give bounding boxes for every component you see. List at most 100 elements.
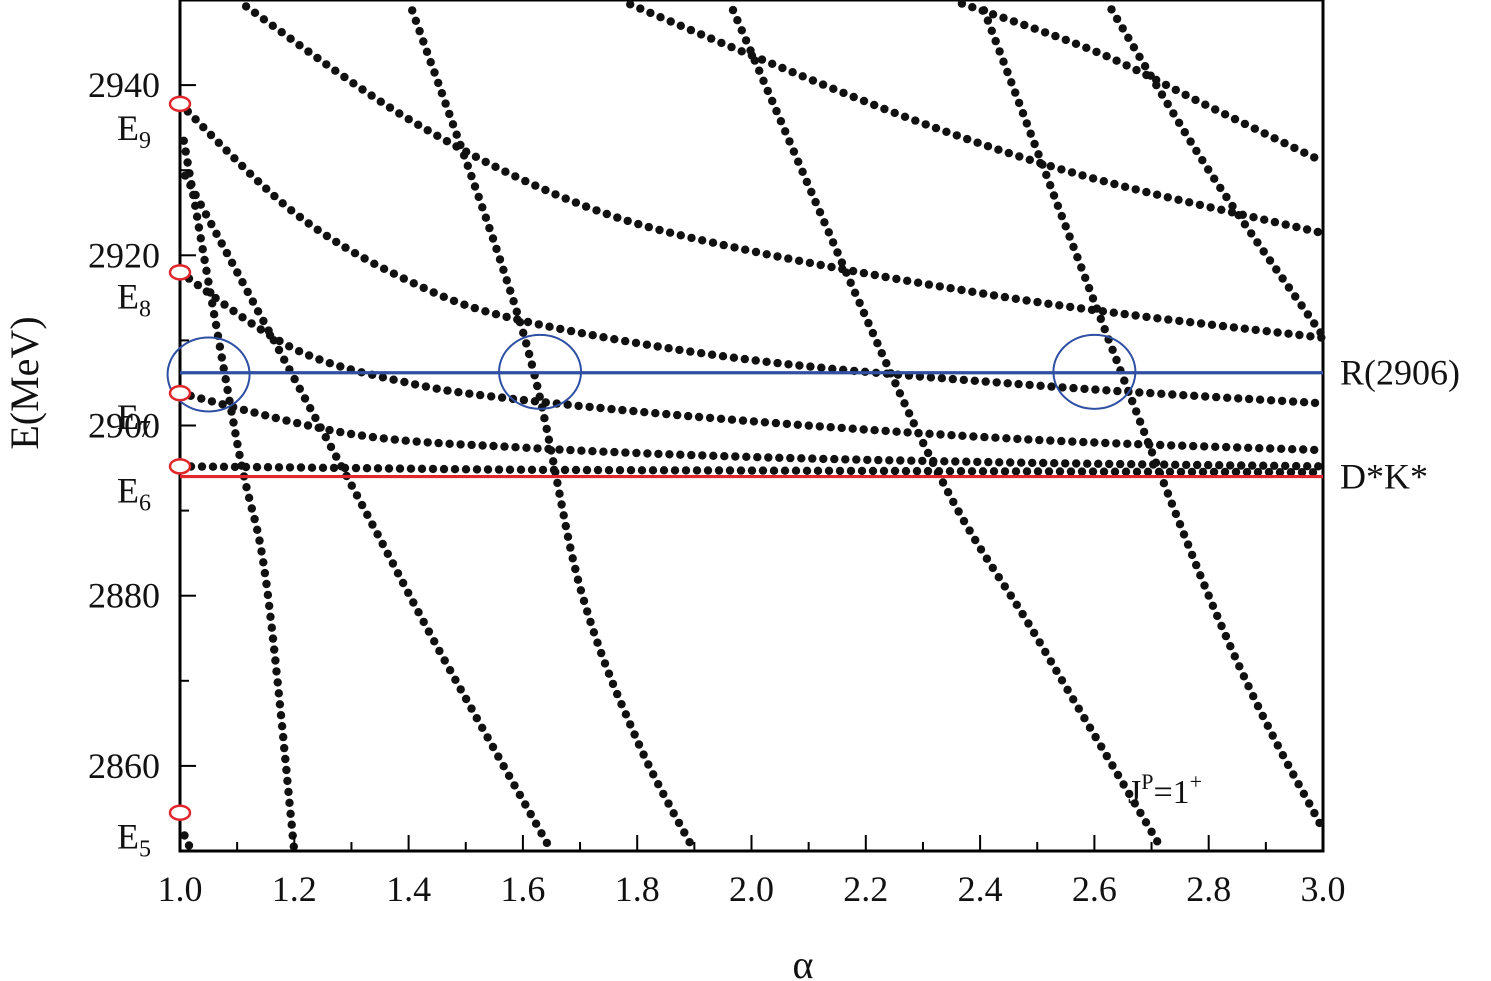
data-point (1015, 152, 1024, 161)
data-point (669, 809, 678, 818)
data-point (596, 403, 605, 413)
data-point (963, 134, 972, 144)
data-point (630, 730, 639, 739)
data-point (414, 120, 423, 129)
state-marker-9 (168, 95, 192, 113)
data-point (286, 809, 295, 818)
data-point (207, 397, 217, 406)
data-point (274, 689, 283, 698)
data-point (900, 112, 910, 122)
data-point (1013, 434, 1022, 444)
state-label-9: E9 (117, 108, 151, 154)
data-point (626, 466, 636, 475)
data-point (1078, 171, 1087, 180)
data-point (495, 255, 505, 264)
series-14 (1107, 5, 1325, 337)
data-point (1046, 162, 1056, 171)
data-point (247, 319, 256, 328)
data-point (1022, 296, 1031, 305)
data-point (326, 442, 336, 452)
data-point (826, 423, 835, 432)
data-point (846, 466, 856, 476)
data-point (610, 447, 619, 457)
data-point (1152, 190, 1162, 199)
data-point (973, 457, 982, 467)
data-point (378, 539, 387, 549)
data-point (504, 771, 514, 780)
data-point (621, 336, 630, 346)
data-point (923, 466, 933, 476)
data-point (949, 497, 958, 507)
data-point (1110, 467, 1120, 476)
data-point (751, 247, 761, 257)
data-point (664, 344, 673, 353)
data-point (1192, 146, 1201, 156)
data-point (1253, 701, 1263, 711)
data-point (404, 115, 413, 124)
data-point (935, 282, 944, 291)
data-point (488, 742, 498, 752)
data-point (279, 732, 288, 742)
data-point (863, 455, 872, 465)
data-point (217, 239, 226, 248)
data-point (303, 421, 313, 430)
data-point (798, 72, 807, 81)
data-point (895, 389, 905, 398)
data-point (703, 466, 713, 475)
data-point (873, 339, 882, 348)
data-point (1140, 61, 1150, 71)
data-point (483, 733, 492, 742)
data-point (478, 441, 487, 450)
data-point (1057, 436, 1066, 446)
data-point (646, 8, 655, 18)
data-point (300, 394, 310, 403)
data-point (859, 425, 868, 434)
state-label-8: E8 (117, 276, 151, 322)
data-point (662, 409, 671, 419)
data-point (1042, 170, 1051, 180)
data-point (449, 296, 459, 306)
data-point (350, 249, 360, 258)
data-point (1291, 292, 1300, 301)
data-point (263, 463, 273, 472)
data-point (968, 3, 977, 12)
data-point (593, 638, 602, 647)
data-point (282, 765, 291, 775)
data-point (1260, 215, 1269, 224)
data-point (815, 422, 824, 431)
data-point (367, 91, 376, 100)
data-point (1066, 302, 1075, 312)
data-point (285, 463, 295, 472)
data-point (982, 554, 992, 563)
data-point (1138, 460, 1147, 469)
data-point (588, 447, 597, 456)
data-point (659, 466, 669, 475)
state-label-6: E6 (117, 470, 151, 516)
data-point (494, 465, 504, 474)
data-point (1084, 283, 1094, 293)
x-tick-label: 3.0 (1301, 869, 1346, 909)
data-point (441, 99, 450, 108)
data-point (806, 362, 815, 371)
data-point (1278, 274, 1287, 283)
x-tick-label: 1.8 (615, 869, 660, 909)
data-point (1266, 396, 1276, 405)
data-point (760, 418, 770, 427)
data-point (200, 255, 209, 265)
data-point (1014, 98, 1024, 108)
data-point (778, 63, 787, 73)
data-point (1057, 211, 1067, 221)
data-point (537, 829, 546, 838)
data-point (306, 404, 315, 413)
data-point (533, 381, 542, 391)
data-point (311, 413, 320, 423)
data-point (1000, 582, 1009, 591)
data-point (1174, 195, 1183, 204)
data-point (1081, 273, 1090, 282)
data-point (1102, 52, 1111, 61)
y-tick-label: 2920 (88, 235, 160, 275)
state-label-7: E7 (117, 397, 151, 443)
data-point (250, 514, 259, 524)
data-point (943, 488, 953, 497)
state-marker-7 (168, 384, 192, 402)
